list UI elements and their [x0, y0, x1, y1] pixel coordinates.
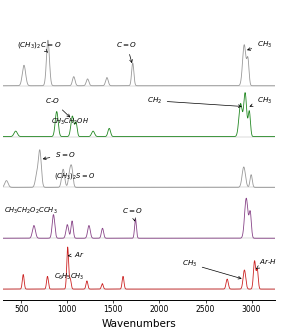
Text: $CH_3$: $CH_3$ [250, 96, 272, 107]
Text: $CH_3$: $CH_3$ [182, 258, 241, 279]
Text: $CH_3CH_2OH$: $CH_3CH_2OH$ [51, 117, 89, 127]
Text: $Ar$: $Ar$ [68, 250, 85, 259]
Text: $(CH_3)_2C=O$: $(CH_3)_2C=O$ [17, 40, 61, 52]
Text: $C=O$: $C=O$ [122, 206, 143, 221]
Text: $S=O$: $S=O$ [43, 150, 76, 160]
Text: $Ar$-$H$: $Ar$-$H$ [256, 257, 277, 269]
Text: $C_6H_5CH_3$: $C_6H_5CH_3$ [54, 272, 85, 283]
Text: $CH_3$: $CH_3$ [248, 40, 272, 50]
Text: $(CH_3)_2S=O$: $(CH_3)_2S=O$ [54, 171, 96, 181]
X-axis label: Wavenumbers: Wavenumbers [101, 319, 176, 329]
Text: $CH_2$: $CH_2$ [147, 96, 241, 108]
Text: $C=O$: $C=O$ [116, 40, 138, 62]
Text: $CH_3CH_2O_2CCH_3$: $CH_3CH_2O_2CCH_3$ [4, 205, 58, 215]
Text: $C$-$O$: $C$-$O$ [45, 96, 70, 117]
